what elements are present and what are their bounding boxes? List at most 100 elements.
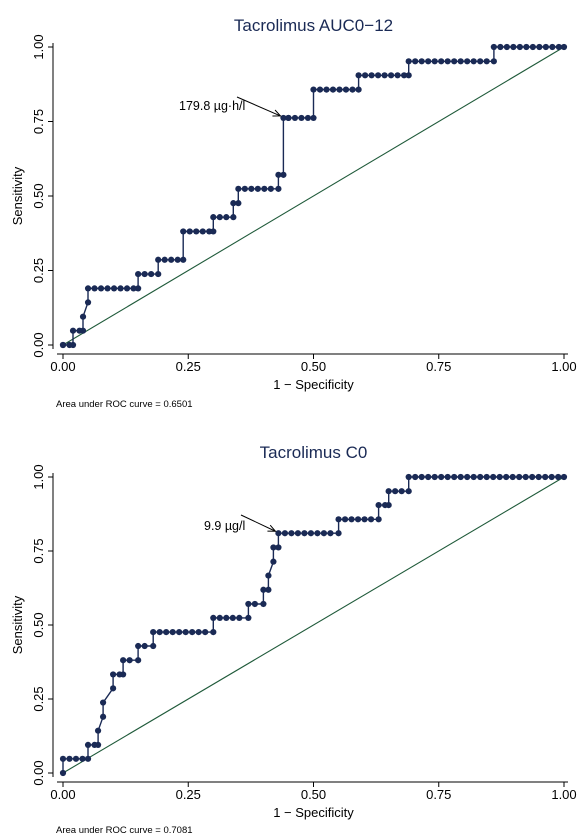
roc-point — [310, 86, 317, 93]
roc-point — [536, 43, 543, 51]
roc-point — [275, 544, 282, 551]
roc-point — [412, 473, 419, 481]
roc-point — [477, 58, 484, 65]
roc-point — [349, 86, 356, 93]
roc-point — [141, 642, 148, 650]
x-tick-label: 1.00 — [551, 787, 576, 802]
y-tick-label: 0.00 — [31, 332, 46, 357]
y-axis-title: Sensitivity — [10, 166, 25, 225]
roc-point — [490, 43, 497, 51]
roc-point — [503, 43, 510, 51]
roc-point — [385, 488, 392, 495]
roc-point — [202, 629, 209, 636]
roc-point — [76, 327, 83, 334]
roc-point — [135, 270, 142, 278]
roc-point — [381, 72, 388, 79]
roc-point — [336, 86, 343, 93]
y-tick-label: 0.50 — [31, 612, 46, 637]
roc-point — [94, 727, 102, 734]
x-tick-label: 0.25 — [176, 787, 201, 802]
roc-point — [451, 473, 458, 481]
roc-point — [126, 657, 133, 664]
roc-point — [236, 614, 243, 621]
roc-point — [361, 72, 369, 79]
roc-point — [320, 530, 328, 537]
roc-point — [216, 614, 223, 621]
roc-point — [425, 473, 432, 481]
annotation-arrowhead — [272, 109, 282, 117]
x-axis-title: 1 − Specificity — [273, 377, 354, 392]
cutoff-annotation: 9.9 µg/l — [204, 519, 245, 533]
roc-point — [155, 270, 162, 278]
roc-point — [310, 114, 317, 122]
roc-point — [248, 185, 255, 192]
roc-point — [110, 685, 117, 692]
y-tick-label: 0.50 — [31, 183, 46, 208]
roc-point — [161, 256, 168, 263]
roc-point — [529, 43, 536, 51]
roc-point — [275, 185, 282, 192]
roc-point — [210, 614, 217, 621]
x-tick-label: 0.25 — [176, 359, 201, 374]
roc-point — [483, 58, 490, 65]
roc-point — [135, 642, 142, 650]
roc-point — [260, 600, 267, 608]
roc-point — [216, 214, 223, 221]
roc-point — [135, 657, 142, 664]
roc-point — [329, 86, 337, 93]
roc-point — [189, 629, 196, 636]
roc-point — [186, 228, 193, 235]
roc-point — [182, 629, 189, 636]
roc-point — [265, 572, 272, 579]
roc-point — [123, 285, 131, 292]
roc-point — [245, 614, 252, 621]
x-tick-label: 1.00 — [551, 359, 576, 374]
roc-point — [535, 473, 542, 481]
roc-point — [168, 256, 175, 263]
y-tick-label: 0.75 — [31, 538, 46, 563]
annotation-arrow — [236, 96, 281, 117]
roc-point — [464, 58, 471, 65]
roc-point — [555, 43, 562, 51]
roc-point — [444, 473, 451, 481]
roc-point — [275, 171, 282, 178]
roc-point — [457, 473, 464, 481]
roc-point — [84, 755, 92, 762]
annotation-arrow — [240, 514, 276, 532]
x-tick-label: 0.75 — [426, 787, 451, 802]
roc-point — [361, 516, 368, 523]
roc-point — [438, 473, 445, 481]
y-tick-label: 0.75 — [31, 109, 46, 134]
x-tick-label: 0.50 — [301, 787, 326, 802]
roc-point — [438, 58, 445, 65]
y-tick-label: 0.00 — [31, 760, 46, 785]
annotation-arrowhead — [267, 524, 277, 532]
chart-title: Tacrolimus AUC0−12 — [234, 16, 393, 35]
roc-point — [169, 629, 176, 636]
roc-point — [375, 502, 382, 509]
roc-point — [235, 200, 242, 207]
roc-point — [335, 530, 342, 537]
roc-point — [323, 86, 330, 93]
chart-panel-0: Tacrolimus AUC0−12 0.00 0.00 0.25 0.25 0.50 0.… — [10, 16, 577, 410]
roc-point — [91, 285, 98, 292]
roc-point — [316, 86, 324, 93]
chart-panel-1: Tacrolimus C0 0.00 0.00 0.25 0.25 0.50 0.50 0.7… — [10, 443, 577, 836]
roc-point — [288, 530, 295, 537]
roc-point — [431, 473, 438, 481]
roc-point — [405, 72, 412, 79]
roc-point — [281, 530, 289, 537]
roc-point — [483, 473, 490, 481]
roc-point — [267, 185, 274, 192]
roc-point — [193, 228, 200, 235]
roc-point — [99, 713, 107, 720]
roc-point — [542, 473, 549, 481]
roc-point — [141, 270, 148, 278]
roc-point — [241, 185, 248, 192]
roc-point — [477, 473, 484, 481]
roc-point — [195, 629, 202, 636]
roc-point — [97, 285, 105, 292]
roc-point — [59, 341, 67, 349]
roc-point — [72, 755, 80, 762]
